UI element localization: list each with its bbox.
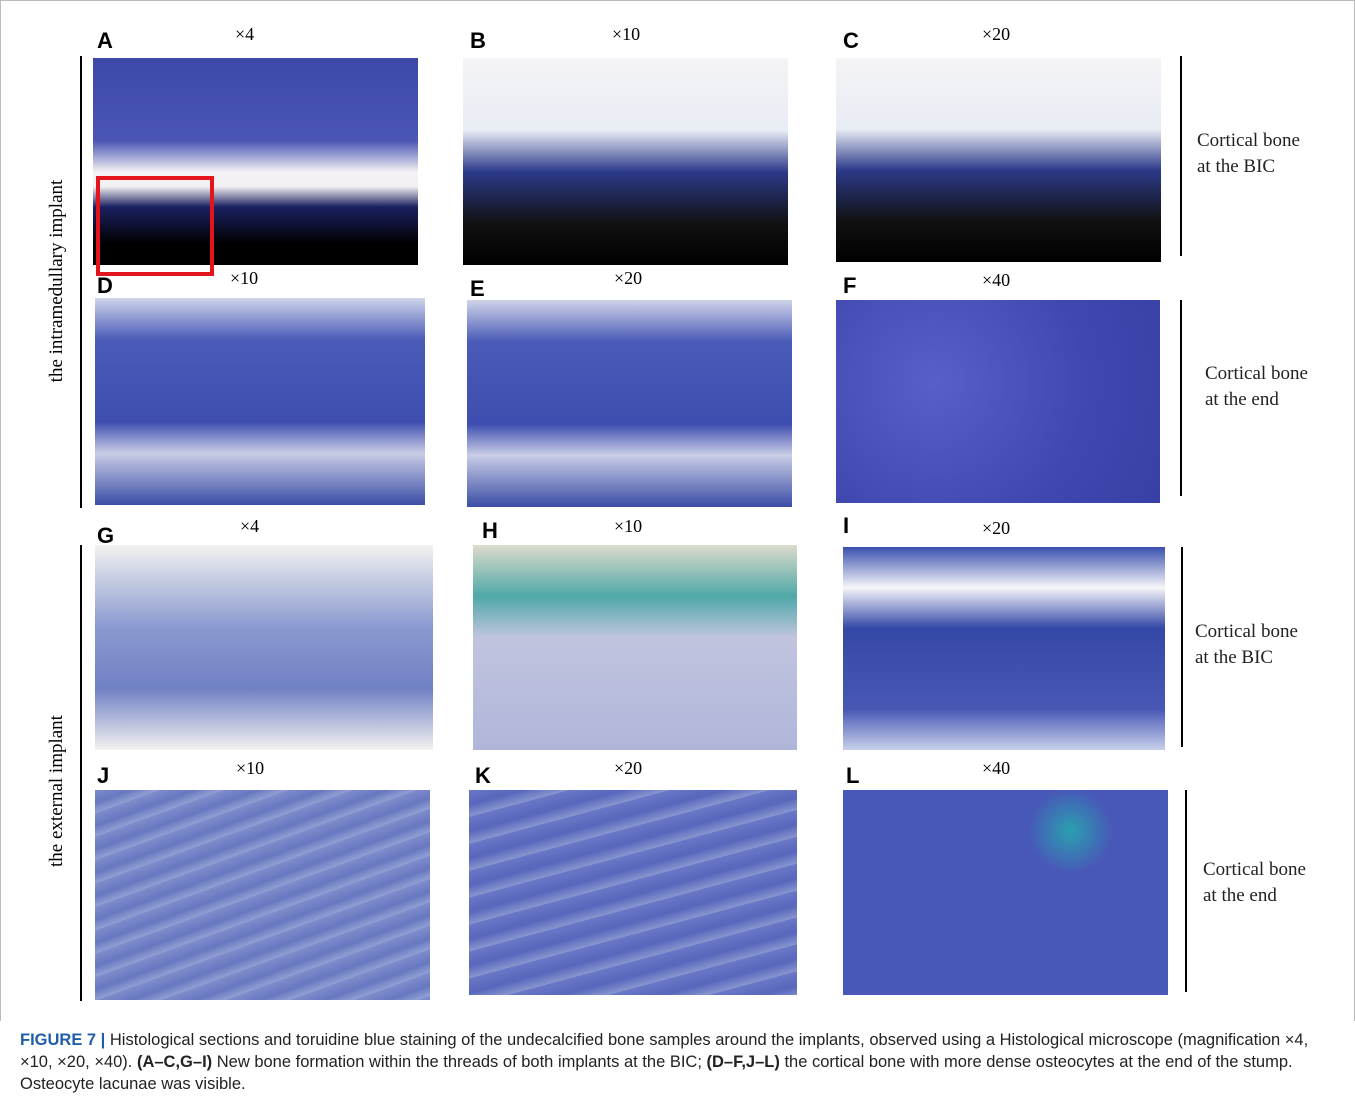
side-bracket [1185,790,1187,992]
magnification: ×40 [982,758,1010,779]
highlight-box [96,176,214,276]
group-bracket [80,545,82,1001]
panel-letter: B [470,28,486,54]
caption-ref: (D–F,J–L) [707,1053,780,1071]
micrograph [473,545,797,750]
magnification: ×10 [612,24,640,45]
side-label-line: Cortical bone [1197,128,1300,154]
panel-letter: I [843,513,849,539]
magnification: ×10 [230,268,258,289]
panel-letter: D [97,273,113,299]
side-bracket [1180,300,1182,496]
panel-letter: F [843,273,856,299]
group-bracket [80,56,82,508]
panel-letter: H [482,518,498,544]
side-label-line: at the end [1203,883,1306,909]
magnification: ×10 [236,758,264,779]
panel-letter: K [475,763,491,789]
magnification: ×20 [982,518,1010,539]
side-label-line: at the BIC [1197,154,1300,180]
panel-letter: G [97,523,114,549]
page: A ×4 B ×10 C ×20 D ×10 E ×20 F ×40 G ×4 H ×10 I ×20 J ×10 K ×… [0,0,1355,1113]
side-label-line: at the BIC [1195,645,1298,671]
row-label: the external implant [46,591,68,991]
micrograph [836,300,1160,503]
micrograph [843,790,1168,995]
panel-letter: C [843,28,859,54]
magnification: ×20 [614,268,642,289]
micrograph [469,790,797,995]
side-bracket [1180,56,1182,256]
side-bracket [1181,547,1183,747]
row-label: the intramedullary implant [46,81,68,481]
side-label-line: Cortical bone [1205,361,1308,387]
magnification: ×10 [614,516,642,537]
micrograph [463,58,788,265]
micrograph [95,298,425,505]
caption-ref: (A–C,G–I) [137,1053,212,1071]
caption-label: FIGURE 7 | [20,1031,105,1049]
magnification: ×4 [240,516,259,537]
magnification: ×40 [982,270,1010,291]
magnification: ×20 [614,758,642,779]
micrograph [95,545,433,750]
side-label-line: Cortical bone [1203,857,1306,883]
panel-letter: L [846,763,859,789]
micrograph [836,58,1161,262]
micrograph [95,790,430,1000]
side-label-line: at the end [1205,387,1308,413]
panel-letter: J [97,763,109,789]
micrograph [467,300,792,507]
panel-letter: E [470,276,485,302]
side-label-line: Cortical bone [1195,619,1298,645]
caption-text: New bone formation within the threads of… [212,1053,706,1071]
micrograph [843,547,1165,750]
caption: FIGURE 7 | Histological sections and tor… [20,1029,1330,1095]
magnification: ×4 [235,24,254,45]
panel-letter: A [97,28,113,54]
magnification: ×20 [982,24,1010,45]
